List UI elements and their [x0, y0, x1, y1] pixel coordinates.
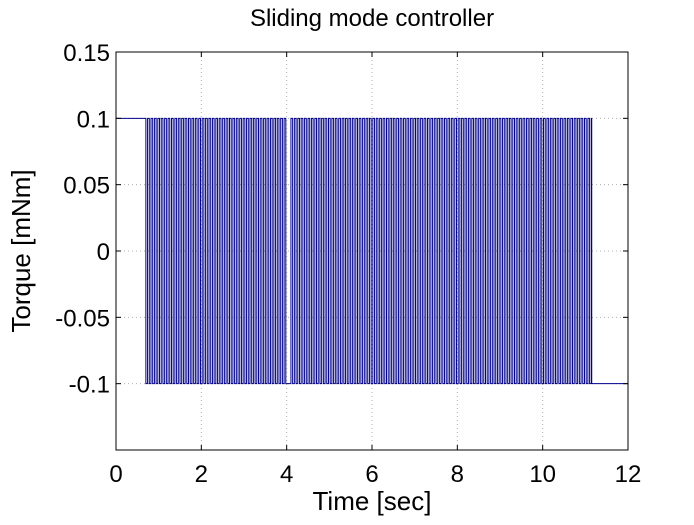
series-lines — [116, 117, 628, 385]
series-line — [116, 117, 628, 385]
x-tick-label: 6 — [365, 461, 378, 488]
x-tick-label: 2 — [195, 461, 208, 488]
x-ticks: 0 2 4 6 8 10 12 — [109, 52, 641, 488]
y-tick-label: -0.05 — [55, 305, 110, 332]
y-tick-label: 0.1 — [77, 106, 110, 133]
chart-title: Sliding mode controller — [250, 5, 494, 32]
x-tick-label: 0 — [109, 461, 122, 488]
x-axis-label: Time [sec] — [313, 486, 432, 516]
y-tick-label: -0.1 — [69, 372, 110, 399]
x-tick-label: 12 — [615, 461, 642, 488]
y-axis-label: Torque [mNm] — [6, 169, 36, 332]
y-tick-label: 0.15 — [63, 40, 110, 67]
y-tick-label: 0.05 — [63, 173, 110, 200]
x-tick-label: 8 — [451, 461, 464, 488]
x-tick-label: 4 — [280, 461, 293, 488]
x-tick-label: 10 — [529, 461, 556, 488]
y-ticks: 0.15 0.1 0.05 0 -0.05 -0.1 — [55, 40, 628, 399]
y-tick-label: 0 — [97, 239, 110, 266]
